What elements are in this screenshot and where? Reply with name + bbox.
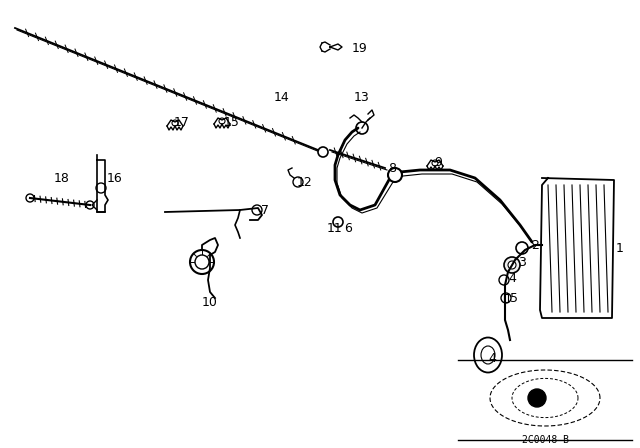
Text: 17: 17 bbox=[174, 116, 190, 129]
Text: 4: 4 bbox=[508, 271, 516, 284]
Text: 18: 18 bbox=[54, 172, 70, 185]
Text: 10: 10 bbox=[202, 296, 218, 309]
Text: 7: 7 bbox=[261, 203, 269, 216]
Text: 9: 9 bbox=[434, 155, 442, 168]
Text: 2: 2 bbox=[531, 238, 539, 251]
Text: 13: 13 bbox=[354, 90, 370, 103]
Text: 4: 4 bbox=[488, 352, 496, 365]
Text: 5: 5 bbox=[510, 292, 518, 305]
Text: 1: 1 bbox=[616, 241, 624, 254]
Text: 6: 6 bbox=[344, 221, 352, 234]
Circle shape bbox=[528, 389, 546, 407]
Circle shape bbox=[318, 147, 328, 157]
Text: 11: 11 bbox=[327, 221, 343, 234]
Text: 19: 19 bbox=[352, 42, 368, 55]
Text: 3: 3 bbox=[518, 255, 526, 268]
Circle shape bbox=[508, 261, 516, 269]
Text: 15: 15 bbox=[224, 116, 240, 129]
Text: 8: 8 bbox=[388, 161, 396, 175]
Circle shape bbox=[333, 217, 343, 227]
Circle shape bbox=[388, 168, 402, 182]
Text: 16: 16 bbox=[107, 172, 123, 185]
Text: 12: 12 bbox=[297, 176, 313, 189]
Text: 14: 14 bbox=[274, 90, 290, 103]
Text: 2C0048 B: 2C0048 B bbox=[522, 435, 568, 445]
Circle shape bbox=[504, 257, 520, 273]
